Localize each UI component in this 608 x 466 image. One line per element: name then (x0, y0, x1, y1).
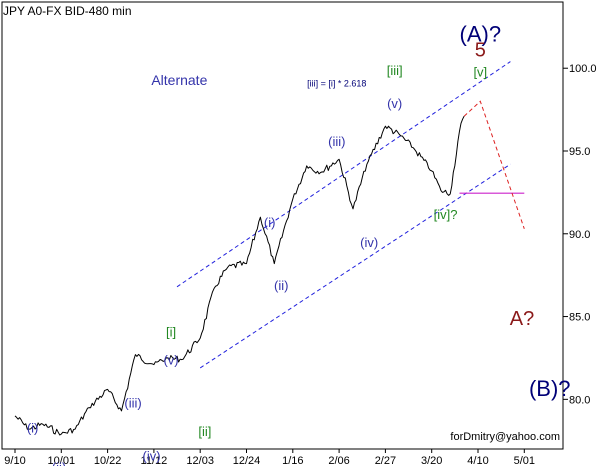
x-tick-label: 10/22 (94, 455, 122, 466)
price-series-line (14, 115, 465, 436)
wave-label: Alternate (151, 72, 207, 88)
y-tick-label: 80.0 (569, 394, 590, 406)
wave-label: (A)? (460, 22, 502, 47)
watermark: forDmitry@yahoo.com (450, 431, 560, 443)
x-tick-label: 3/20 (421, 455, 442, 466)
wave-label: [iii] = [i] * 2.618 (307, 78, 366, 88)
channel-lower-line (199, 163, 511, 369)
wave-label: 5 (475, 40, 486, 62)
y-tick-label: 100.0 (569, 63, 597, 75)
x-tick-label: 10/01 (48, 455, 76, 466)
wave-label: [ii] (198, 424, 211, 439)
x-tick-label: 1/16 (282, 455, 303, 466)
plot-frame (1, 1, 564, 450)
axes: 100.0 95.0 90.0 85.0 80.0 9/10 10/01 10/22 11/12… (4, 63, 596, 466)
y-tick-label: 90.0 (569, 229, 590, 241)
wave-label: (v) (163, 353, 178, 368)
wave-label: (ii) (274, 278, 288, 293)
wave-label: [iv]? (434, 207, 458, 222)
wave-label: (B)? (529, 376, 571, 401)
plot-border (1, 1, 564, 450)
y-tick-label: 95.0 (569, 146, 590, 158)
chart-title: JPY A0-FX BID-480 min (3, 4, 132, 18)
x-tick-label: 5/01 (514, 455, 535, 466)
projection-line (463, 100, 525, 229)
x-tick-label: 12/03 (186, 455, 214, 466)
plot-area (14, 61, 525, 436)
wave-label: (iv) (143, 449, 161, 464)
x-tick-label: 11/12 (141, 455, 168, 466)
x-tick-label: 12/24 (233, 455, 261, 466)
wave-label: [v] (473, 65, 487, 80)
x-tick-label: 4/10 (467, 455, 488, 466)
wave-label: [i] (166, 324, 176, 339)
wave-labels: (A)?5 [v] [iii] (v) (iii) (i) (ii) (iv) [iv]? [i]… (27, 22, 571, 466)
wave-label: (i) (27, 420, 39, 435)
wave-label: (v) (387, 96, 402, 111)
wave-label: (iii) (124, 396, 141, 411)
wave-label: (iii) (328, 134, 345, 149)
y-tick-label: 85.0 (569, 312, 590, 324)
x-tick-label: 2/06 (328, 455, 349, 466)
x-tick-label: 2/27 (375, 455, 396, 466)
wave-label: A? (510, 308, 534, 330)
wave-label: [iii] (387, 63, 403, 78)
wave-label: (ii) (52, 460, 66, 466)
wave-label: (i) (264, 215, 276, 230)
x-tick-label: 9/10 (4, 455, 25, 466)
wave-label: (iv) (360, 235, 378, 250)
